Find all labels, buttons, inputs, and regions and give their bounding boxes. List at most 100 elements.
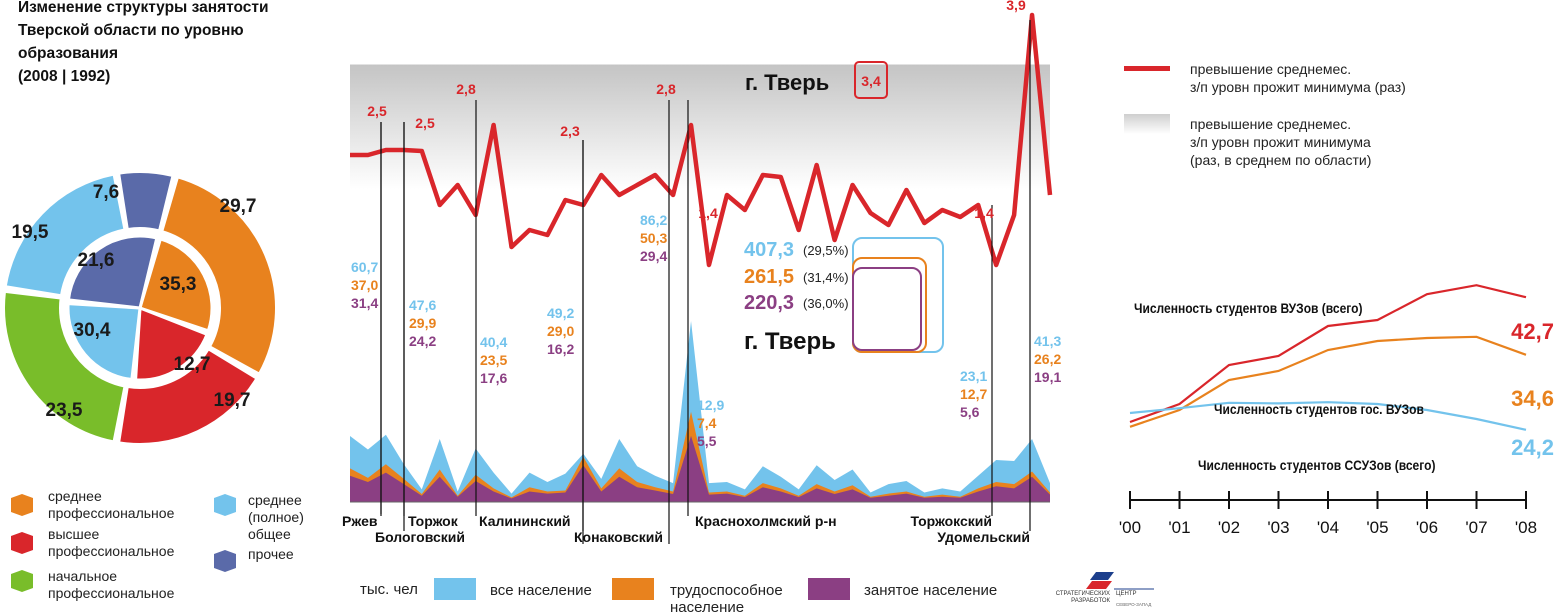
students-series-label-colleges-total: Численность студентов ССУЗов (всего) (1198, 457, 1435, 473)
value-label-2-all: 47,6 (409, 297, 436, 313)
donut-inner-label-secondary-professional: 35,3 (160, 274, 197, 295)
tver-value-working-age: 261,5 (744, 266, 794, 288)
legend-swatch-initial-professional (11, 570, 33, 592)
logo-text-3: СЕВЕРО-ЗАПАД (1116, 602, 1152, 607)
students-x-label-4: '04 (1317, 518, 1339, 537)
legend-label-higher-professional: высшее профессиональное (48, 526, 175, 559)
value-label-4-labour: 29,0 (547, 323, 574, 339)
wage-ratio-label-4: 2,3 (560, 123, 580, 139)
title-line-4: (2008 | 1992) (18, 68, 111, 85)
city-ratio-value: 3,4 (861, 73, 881, 89)
wage-ratio-label-7: 1,4 (974, 205, 994, 221)
tver-pct-employed: (36,0%) (803, 296, 849, 311)
value-label-7-employed: 5,6 (960, 404, 980, 420)
value-label-4-all: 49,2 (547, 305, 574, 321)
students-x-label-6: '06 (1416, 518, 1438, 537)
category-legend: среднее профессиональное высшее професси… (0, 488, 330, 613)
value-label-1-labour: 37,0 (351, 277, 378, 293)
city-ratio-box (854, 61, 888, 99)
value-label-3-employed: 17,6 (480, 370, 507, 386)
tver-value-employed: 220,3 (744, 292, 794, 314)
district-label-torzhok: Торжок (408, 513, 459, 529)
legend-label-secondary-general: среднее (полное) общее (248, 492, 304, 542)
tver-pct-all: (29,5%) (803, 243, 849, 258)
tver-square-employed (852, 267, 922, 351)
students-end-value-universities-total: 42,7 (1511, 319, 1554, 344)
tver-box-label: г. Тверь (744, 328, 836, 355)
area-employed (350, 435, 1050, 502)
reference-band (350, 64, 1050, 190)
donut-outer-secondary-professional (161, 176, 277, 375)
legend-swatch-higher-professional (11, 532, 33, 554)
students-x-label-0: '00 (1119, 518, 1141, 537)
value-label-6-all: 12,9 (697, 397, 724, 413)
legend-swatch-secondary-general (214, 494, 236, 516)
value-label-8-all: 41,3 (1034, 333, 1061, 349)
value-label-1-all: 60,7 (351, 259, 378, 275)
value-label-5-all: 86,2 (640, 212, 667, 228)
wage-ratio-label-6: 1,4 (698, 205, 718, 221)
tver-pct-working-age: (31,4%) (803, 270, 849, 285)
legend-label-all-population: все население (490, 582, 592, 599)
legend-label-secondary-professional: среднее профессиональное (48, 488, 175, 521)
donut-inner-secondary-professional (138, 237, 214, 333)
district-label-rzhev: Ржев (342, 513, 378, 529)
title-line-2: Тверской области по уровню (18, 22, 244, 39)
donut-inner-label-higher-professional: 12,7 (174, 354, 211, 375)
students-x-label-8: '08 (1515, 518, 1537, 537)
city-heading: г. Тверь (745, 70, 829, 95)
wage-ratio-label-1: 2,5 (367, 103, 387, 119)
value-label-2-employed: 24,2 (409, 333, 436, 349)
logo-text-2: ЦЕНТР (1116, 591, 1137, 597)
wage-ratio-line (350, 12, 1053, 268)
students-line-universities-total (1129, 284, 1527, 424)
wage-ratio-label-5: 2,8 (656, 81, 676, 97)
legend-label-employed: занятое население (864, 582, 998, 599)
title-line-3: образования (18, 45, 118, 62)
legend-label-wage-line: превышение среднемес. з/п уровн прожит м… (1190, 61, 1406, 95)
legend-gradient-band (1124, 114, 1170, 134)
donut-outer-initial-professional (3, 290, 126, 443)
legend-label-initial-professional: начальное профессиональное (48, 568, 175, 601)
legend-line-red (1124, 66, 1170, 71)
district-label-krasnokholmsky: Краснохолмский р-н (695, 513, 837, 529)
students-x-label-7: '07 (1465, 518, 1487, 537)
students-x-label-1: '01 (1168, 518, 1190, 537)
value-label-1-employed: 31,4 (351, 295, 378, 311)
value-label-5-employed: 29,4 (640, 248, 667, 264)
logo-text-1: СТРАТЕГИЧЕСКИХ РАЗРАБОТОК (1055, 591, 1110, 604)
wage-ratio-label-3: 2,8 (456, 81, 476, 97)
unit-label: тыс. чел (360, 581, 418, 598)
value-label-3-all: 40,4 (480, 334, 507, 350)
donut-inner-label-secondary-general: 30,4 (74, 320, 111, 341)
donut-inner-other (66, 234, 159, 310)
donut-outer-secondary-general (4, 173, 126, 297)
students-x-label-3: '03 (1267, 518, 1289, 537)
value-label-6-employed: 5,5 (697, 433, 717, 449)
legend-label-other: прочее (248, 546, 294, 562)
value-label-7-all: 23,1 (960, 368, 987, 384)
donut-outer-label-other: 7,6 (93, 182, 119, 203)
donut-outer-label-initial-professional: 23,5 (46, 400, 83, 421)
donut-inner-secondary-general (66, 302, 142, 382)
value-label-6-labour: 7,4 (697, 415, 717, 431)
donut-inner-higher-professional (134, 305, 209, 382)
tver-value-all: 407,3 (744, 239, 794, 261)
students-end-value-state-universities: 34,6 (1511, 386, 1554, 411)
students-x-label-2: '02 (1218, 518, 1240, 537)
center-logo: СТРАТЕГИЧЕСКИХ РАЗРАБОТОК ЦЕНТР СЕВЕРО-З… (1056, 570, 1156, 610)
tver-square-all (852, 237, 944, 353)
value-label-8-employed: 19,1 (1034, 369, 1061, 385)
area-working-age (350, 411, 1050, 502)
students-series-label-universities-total: Численность студентов ВУЗов (всего) (1134, 300, 1362, 316)
value-label-7-labour: 12,7 (960, 386, 987, 402)
logo-emblem-icon (1086, 572, 1154, 590)
education-donut-chart: 29,7 19,7 23,5 19,5 7,6 35,3 12,7 30,4 21,6 (3, 171, 277, 445)
legend-swatch-secondary-professional (11, 494, 33, 516)
district-label-kalininsky: Калининский (479, 513, 571, 529)
district-label-bologovsky: Бологовский (375, 529, 465, 545)
donut-outer-other (118, 171, 174, 232)
students-series-label-state-universities: Численность студентов гос. ВУЗов (1214, 401, 1424, 417)
donut-inner-label-other: 21,6 (78, 250, 115, 271)
